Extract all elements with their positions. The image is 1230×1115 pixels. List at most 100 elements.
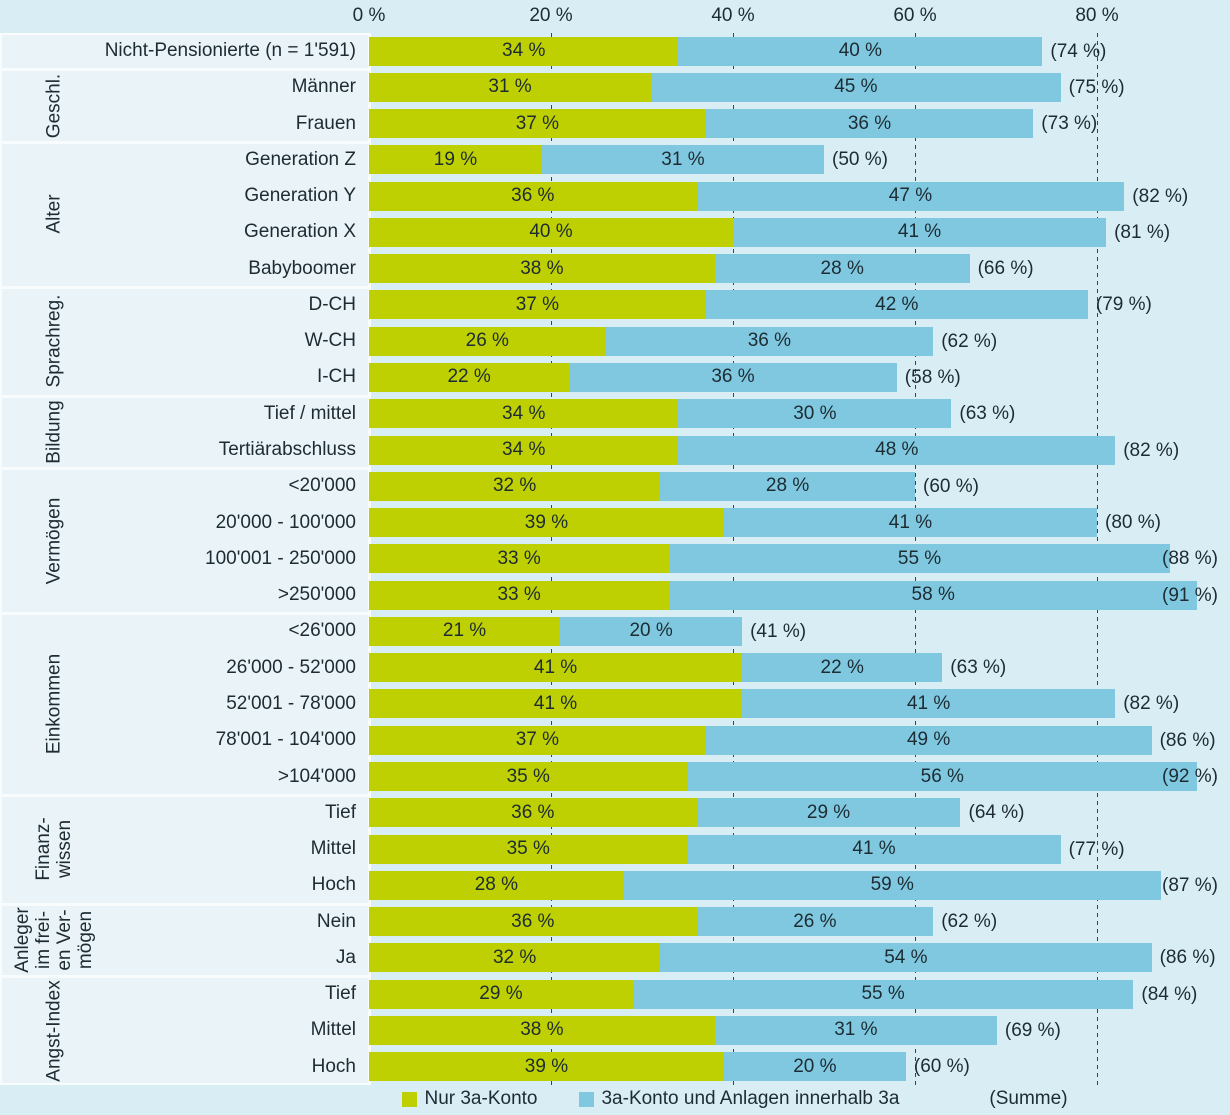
row-label: <26'000 xyxy=(288,620,356,642)
bar-value-label: 55 % xyxy=(897,547,942,569)
bar-segment-3a-konto-und-anlagen: 55 % xyxy=(669,544,1170,574)
bar-segment-nur-3a-konto: 36 % xyxy=(369,798,697,828)
bar-segment-nur-3a-konto: 26 % xyxy=(369,326,606,356)
row-label: 20'000 - 100'000 xyxy=(215,511,356,533)
row-label: <20'000 xyxy=(288,475,356,497)
category-label-panel: Nicht-Pensionierte (n = 1'591) Geschl. Män… xyxy=(0,33,371,1085)
bar-value-label: 20 % xyxy=(793,1055,837,1077)
bar-value-label: 36 % xyxy=(511,910,555,932)
bar-row: 29 % 55 % (84 %) xyxy=(369,979,1230,1009)
bar-segment-nur-3a-konto: 22 % xyxy=(369,362,570,392)
bar-segment-3a-konto-und-anlagen: 36 % xyxy=(605,326,934,356)
bar-segment-nur-3a-konto: 21 % xyxy=(369,616,561,646)
bar-row: 28 % 59 % (87 %) xyxy=(369,870,1230,900)
bar-segment-3a-konto-und-anlagen: 55 % xyxy=(632,979,1134,1009)
bar-value-label: 31 % xyxy=(661,148,705,170)
sum-label: (79 %) xyxy=(1095,294,1152,316)
bar-value-label: 47 % xyxy=(888,185,933,207)
bar-segment-nur-3a-konto: 41 % xyxy=(369,689,743,719)
group-separator xyxy=(0,140,369,144)
bar-value-label: 41 % xyxy=(897,221,942,243)
bar-value-label: 40 % xyxy=(838,40,883,61)
bar-value-label: 38 % xyxy=(520,257,564,279)
bar-value-label: 34 % xyxy=(502,402,546,424)
bar-value-label: 31 % xyxy=(834,1019,878,1041)
sum-label: (58 %) xyxy=(904,366,961,388)
bar-segment-3a-konto-und-anlagen: 42 % xyxy=(705,290,1088,320)
row-label: I-CH xyxy=(316,366,356,388)
bar-row: 33 % 58 % (91 %) xyxy=(369,580,1230,610)
legend-label: Nur 3a-Konto xyxy=(424,1088,538,1109)
bar-value-label: 35 % xyxy=(506,838,550,860)
bar-segment-3a-konto-und-anlagen: 30 % xyxy=(678,399,952,429)
sum-label: (73 %) xyxy=(1041,113,1098,135)
bar-value-label: 55 % xyxy=(861,983,905,1005)
bar-segment-nur-3a-konto: 37 % xyxy=(369,725,706,755)
bar-row: 34 % 30 % (63 %) xyxy=(369,399,1230,429)
plot-area: 34 % 40 % (74 %) 31 % 45 % (75 %) 37 % 36 % (73 … xyxy=(0,33,1230,1085)
bar-value-label: 31 % xyxy=(488,76,532,98)
bar-row: 26 % 36 % (62 %) xyxy=(369,326,1230,356)
row-label: Nein xyxy=(316,910,356,932)
sum-label: (63 %) xyxy=(959,403,1016,425)
bar-value-label: 28 % xyxy=(820,257,864,279)
bar-value-label: 38 % xyxy=(520,1019,564,1041)
bar-segment-3a-konto-und-anlagen: 36 % xyxy=(705,109,1034,139)
axis-tick-label: 20 % xyxy=(529,5,573,26)
bar-row: 32 % 28 % (60 %) xyxy=(369,471,1230,501)
bar-row: 34 % 40 % (74 %) xyxy=(369,36,1230,66)
axis-tick-label: 60 % xyxy=(893,5,937,26)
bar-value-label: 36 % xyxy=(511,185,555,207)
bar-segment-nur-3a-konto: 35 % xyxy=(369,834,688,864)
bar-value-label: 26 % xyxy=(465,330,509,352)
bar-value-label: 19 % xyxy=(433,148,478,170)
bar-row: 19 % 31 % (50 %) xyxy=(369,145,1230,175)
row-label: Hoch xyxy=(311,1055,356,1077)
bar-segment-nur-3a-konto: 37 % xyxy=(369,290,706,320)
row-label: Babyboomer xyxy=(248,257,356,279)
row-label: 100'001 - 250'000 xyxy=(205,547,356,569)
bar-value-label: 42 % xyxy=(875,293,919,315)
bar-value-label: 41 % xyxy=(533,656,578,678)
row-label: D-CH xyxy=(308,293,357,315)
bar-segment-nur-3a-konto: 38 % xyxy=(369,254,715,284)
bar-row: 40 % 41 % (81 %) xyxy=(369,217,1230,247)
bar-value-label: 29 % xyxy=(806,801,851,823)
bar-segment-3a-konto-und-anlagen: 36 % xyxy=(569,362,897,392)
bar-segment-3a-konto-und-anlagen: 29 % xyxy=(696,798,961,828)
bar-segment-3a-konto-und-anlagen: 56 % xyxy=(687,762,1198,792)
sum-label: (91 %) xyxy=(1162,584,1218,606)
row-label: >250'000 xyxy=(277,584,356,606)
group-separator xyxy=(0,793,369,797)
bar-value-label: 58 % xyxy=(911,584,955,606)
bar-row: 34 % 48 % (82 %) xyxy=(369,435,1230,465)
bar-segment-nur-3a-konto: 32 % xyxy=(369,943,661,973)
bar-row: 39 % 41 % (80 %) xyxy=(369,508,1230,538)
bar-segment-nur-3a-konto: 34 % xyxy=(369,399,679,429)
sum-label: (63 %) xyxy=(950,657,1007,679)
row-label: >104'000 xyxy=(277,765,356,787)
row-label: Generation X xyxy=(244,221,356,243)
legend-item-summe: (Summe) xyxy=(989,1088,1067,1110)
row-label: Ja xyxy=(335,946,356,968)
row-label: Frauen xyxy=(295,112,356,134)
bar-value-label: 32 % xyxy=(492,946,537,968)
sum-label: (82 %) xyxy=(1123,439,1180,461)
bar-row: 32 % 54 % (86 %) xyxy=(369,943,1230,973)
sum-label: (66 %) xyxy=(977,258,1034,280)
bar-segment-3a-konto-und-anlagen: 20 % xyxy=(560,616,743,646)
bar-segment-3a-konto-und-anlagen: 20 % xyxy=(723,1052,906,1082)
bar-value-label: 36 % xyxy=(747,330,792,352)
bar-value-label: 21 % xyxy=(442,620,487,642)
sum-label: (88 %) xyxy=(1162,548,1218,570)
legend-item-nur-3a-konto: Nur 3a-Konto xyxy=(402,1088,537,1110)
bar-segment-nur-3a-konto: 36 % xyxy=(369,181,697,211)
bar-segment-3a-konto-und-anlagen: 28 % xyxy=(660,471,915,501)
bar-segment-nur-3a-konto: 35 % xyxy=(369,762,688,792)
bar-value-label: 39 % xyxy=(524,1055,569,1077)
bar-value-label: 34 % xyxy=(502,439,546,461)
row-label: Nicht-Pensionierte (n = 1'591) xyxy=(104,40,356,61)
sum-label: (60 %) xyxy=(913,1056,970,1078)
row-label: Tief xyxy=(325,983,356,1005)
